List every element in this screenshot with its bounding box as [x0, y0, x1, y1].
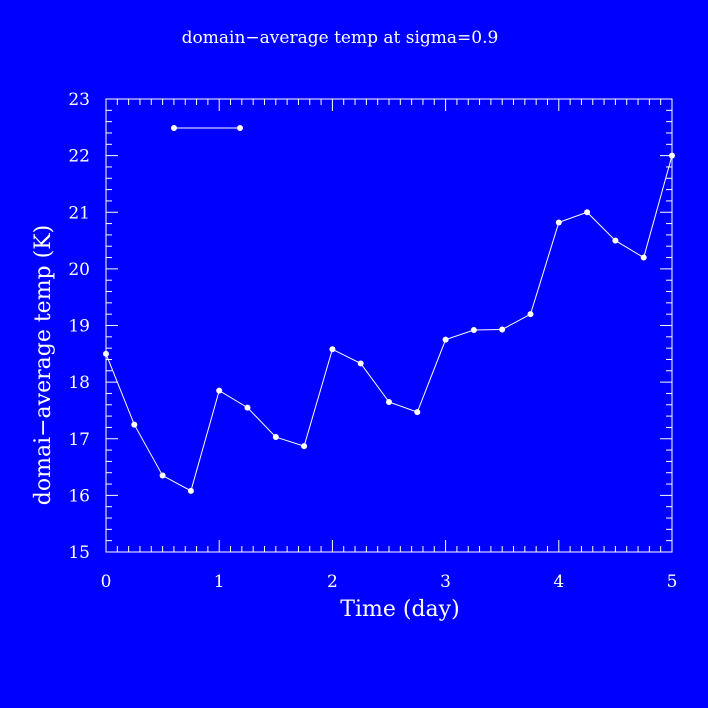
- data-point: [131, 421, 138, 428]
- y-tick-label: 16: [68, 486, 90, 506]
- data-point: [584, 209, 591, 216]
- data-point: [527, 311, 534, 318]
- data-point: [159, 472, 166, 479]
- x-tick-label: 1: [214, 572, 225, 592]
- y-tick-label: 20: [68, 260, 90, 280]
- series-temperature: [103, 152, 675, 494]
- y-tick-label: 18: [68, 373, 90, 393]
- x-tick-label: 2: [327, 572, 338, 592]
- y-tick-label: 21: [68, 203, 90, 223]
- x-tick-labels: 0 1 2 3 4 5: [101, 572, 678, 592]
- y-axis-label: domai−average temp (K): [31, 225, 56, 505]
- data-point: [414, 409, 421, 416]
- data-point: [216, 387, 223, 394]
- data-point: [244, 404, 251, 411]
- legend-marker: [171, 125, 177, 131]
- y-tick-label: 15: [68, 543, 90, 563]
- data-point: [187, 487, 194, 494]
- data-point: [669, 152, 675, 159]
- y-tick-labels: 15 16 17 18 19 20 21 22 23: [68, 90, 90, 563]
- x-tick-label: 3: [440, 572, 451, 592]
- x-tick-label: 5: [667, 572, 678, 592]
- data-point: [442, 336, 449, 343]
- y-tick-label: 22: [68, 147, 90, 167]
- data-point: [103, 350, 109, 357]
- chart-title: domain−average temp at sigma=0.9: [182, 28, 499, 48]
- data-point: [272, 434, 279, 441]
- data-point: [386, 398, 392, 405]
- data-point: [640, 254, 647, 261]
- data-point: [329, 346, 336, 353]
- data-point: [612, 237, 619, 244]
- legend-marker: [237, 125, 243, 131]
- x-tick-label: 4: [553, 572, 564, 592]
- data-point: [301, 443, 308, 450]
- x-tick-label: 0: [101, 572, 112, 592]
- data-point: [499, 326, 506, 333]
- x-axis-label: Time (day): [340, 597, 459, 622]
- data-point: [555, 219, 562, 226]
- y-tick-label: 19: [68, 317, 90, 337]
- y-tick-label: 17: [68, 430, 90, 450]
- legend: [171, 125, 243, 131]
- data-point: [357, 360, 364, 367]
- data-point: [470, 327, 477, 334]
- y-tick-label: 23: [68, 90, 90, 110]
